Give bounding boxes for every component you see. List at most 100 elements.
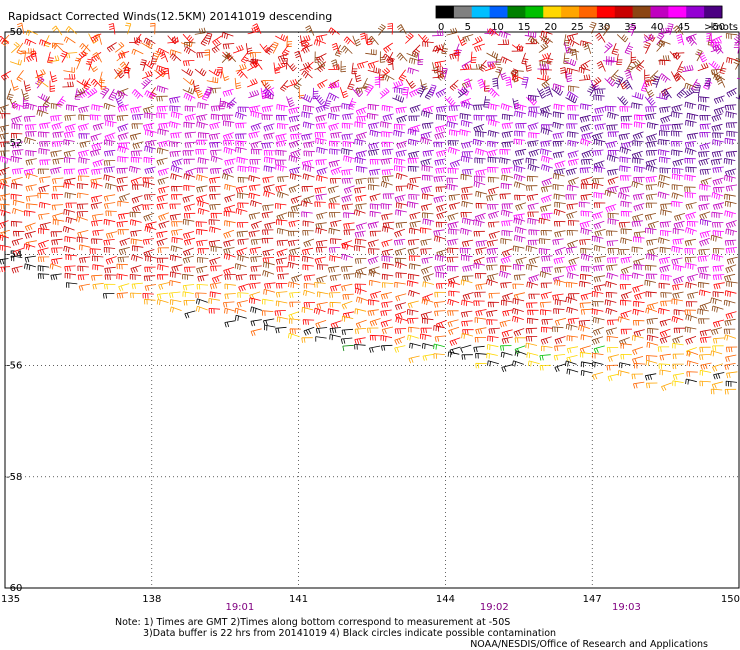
wind-barb — [567, 114, 580, 121]
wind-barb — [528, 132, 540, 139]
wind-barb — [156, 292, 169, 300]
wind-barb — [286, 78, 298, 88]
wind-barb — [699, 184, 711, 191]
wind-barb — [328, 203, 340, 209]
wind-barb — [592, 352, 604, 359]
wind-barb — [673, 72, 686, 81]
wind-barb — [580, 361, 593, 368]
wind-barb — [712, 265, 724, 272]
wind-barb — [261, 237, 274, 244]
wind-barb — [275, 139, 287, 148]
wind-barb — [724, 210, 737, 218]
wind-barb — [130, 238, 143, 245]
wind-barb — [604, 42, 613, 54]
wind-barb — [194, 87, 204, 99]
wind-barb — [712, 319, 725, 328]
wind-barb — [501, 174, 513, 182]
wind-barb — [195, 305, 208, 313]
wind-barb — [183, 173, 196, 181]
wind-barb — [262, 80, 274, 86]
wind-barb — [460, 212, 472, 218]
wind-barb — [16, 22, 25, 34]
wind-barb — [234, 77, 242, 90]
wind-barb — [554, 363, 566, 373]
wind-barb — [512, 298, 525, 305]
wind-barb — [446, 115, 459, 122]
wind-barb — [36, 109, 49, 117]
wind-barb — [686, 371, 698, 377]
wind-barb — [78, 105, 90, 114]
legend-label: 10 — [491, 22, 504, 33]
wind-barb — [287, 239, 300, 247]
wind-barb — [196, 298, 208, 305]
wind-barb — [589, 21, 597, 34]
wind-barb — [52, 131, 64, 138]
wind-barb — [347, 78, 355, 91]
wind-barb — [369, 334, 382, 341]
wind-barb — [486, 352, 498, 359]
wind-barb — [143, 156, 156, 164]
wind-barb — [329, 212, 341, 218]
wind-barb — [686, 220, 699, 227]
wind-barb — [367, 177, 379, 184]
wind-barb — [512, 245, 525, 252]
wind-barb — [288, 184, 300, 194]
wind-barb — [645, 164, 658, 173]
wind-barb — [620, 291, 632, 300]
wind-barb — [210, 113, 223, 121]
wind-barb — [644, 373, 657, 381]
wind-barb — [156, 257, 169, 264]
wind-barb — [460, 64, 472, 71]
wind-barb — [475, 202, 488, 209]
wind-barb — [39, 176, 51, 184]
wind-barb — [713, 106, 725, 115]
wind-barb — [303, 302, 316, 308]
wind-barb — [528, 256, 540, 265]
wind-barb — [183, 185, 195, 191]
wind-barb — [672, 158, 684, 167]
wind-barb — [264, 156, 276, 164]
wind-barb — [473, 104, 485, 111]
wind-barb — [204, 49, 210, 61]
wind-barb — [341, 328, 354, 336]
wind-barb — [77, 265, 89, 272]
wind-barb — [686, 112, 699, 120]
wind-barb — [367, 103, 380, 111]
wind-barb — [196, 239, 208, 247]
wind-barb — [541, 124, 553, 130]
wind-barb — [630, 59, 641, 70]
wind-barb — [633, 236, 645, 243]
wind-barb — [222, 140, 235, 146]
wind-barb — [672, 238, 684, 245]
wind-barb — [682, 64, 694, 73]
wind-barb — [421, 122, 434, 129]
wind-barb — [724, 137, 737, 145]
wind-barb — [672, 380, 684, 387]
wind-barb — [580, 265, 593, 272]
wind-barb — [725, 150, 738, 158]
wind-barb — [725, 184, 738, 192]
wind-barb — [130, 219, 142, 226]
wind-barb — [699, 336, 712, 344]
wind-barb — [12, 208, 24, 215]
wind-barb — [315, 222, 327, 230]
wind-barb — [699, 346, 711, 353]
wind-barb — [659, 59, 671, 66]
wind-barb — [382, 193, 395, 200]
wind-barb — [262, 298, 274, 305]
wind-barb — [579, 220, 591, 229]
wind-barb — [554, 279, 567, 287]
wind-barb — [237, 176, 250, 183]
wind-barb — [618, 221, 631, 228]
wind-barb — [707, 33, 715, 46]
wind-barb — [644, 113, 657, 121]
wind-barb — [610, 69, 619, 82]
wind-barb — [725, 228, 738, 236]
wind-barb — [475, 247, 487, 255]
wind-barb — [223, 266, 235, 276]
wind-barb — [12, 247, 24, 257]
wind-barb — [117, 123, 129, 133]
wind-barb — [699, 123, 712, 130]
wind-barb — [85, 58, 93, 71]
wind-barb — [342, 141, 355, 148]
